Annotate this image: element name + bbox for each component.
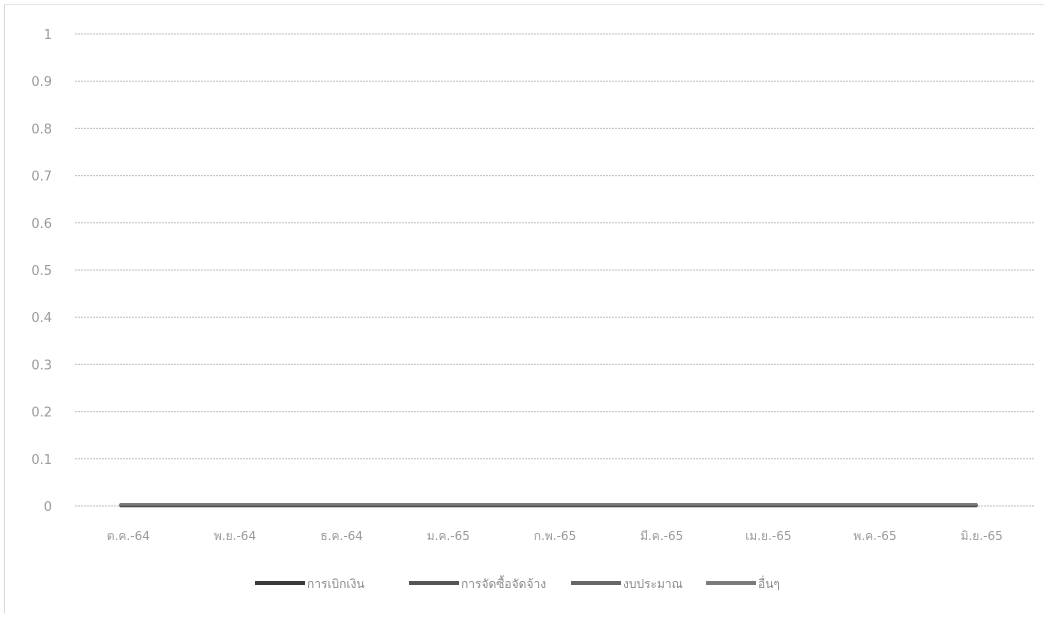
y-tick-label: 0.7	[31, 170, 52, 185]
y-tick-label: 1	[44, 28, 52, 43]
y-tick-label: 0	[44, 500, 52, 515]
data-point	[447, 503, 450, 506]
x-tick-label: เม.ย.-65	[745, 529, 791, 543]
y-tick-label: 0.2	[31, 406, 52, 421]
data-point	[119, 503, 121, 506]
y-tick-label: 0.4	[31, 311, 52, 326]
data-point	[874, 503, 876, 506]
y-tick-label: 0.8	[31, 122, 52, 137]
data-point	[976, 503, 978, 506]
legend-item: การจัดซื้อจัดจ้าง	[409, 575, 546, 591]
x-tick-label: มี.ค.-65	[640, 529, 683, 543]
legend-label: การจัดซื้อจัดจ้าง	[461, 575, 546, 591]
legend-label: การเบิกเงิน	[307, 577, 365, 591]
x-tick-label: ม.ค.-65	[427, 529, 470, 543]
legend-item: อื่นๆ	[706, 575, 780, 591]
y-tick-label: 0.5	[31, 264, 52, 279]
y-axis-ticks: 0 0.1 0.2 0.3 0.4 0.5 0.6 0.7 0.8 0.9 1	[31, 28, 52, 515]
data-point	[660, 503, 663, 506]
series-lines	[119, 503, 978, 508]
gridlines	[75, 33, 1035, 507]
data-point	[767, 503, 770, 506]
x-tick-label: พ.ค.-65	[853, 529, 896, 543]
y-tick-label: 0.9	[31, 75, 52, 90]
y-tick-label: 0.3	[31, 358, 52, 373]
y-tick-label: 0.1	[31, 453, 52, 468]
legend-label: อื่นๆ	[758, 575, 780, 591]
x-axis-ticks: ต.ค.-64 พ.ย.-64 ธ.ค.-64 ม.ค.-65 ก.พ.-65 มี.ค.…	[107, 529, 1003, 543]
x-tick-label: ต.ค.-64	[107, 529, 150, 543]
x-tick-label: พ.ย.-64	[214, 529, 256, 543]
x-tick-label: ธ.ค.-64	[320, 529, 363, 543]
data-point	[234, 503, 236, 506]
legend-item: การเบิกเงิน	[255, 577, 365, 591]
x-tick-label: มิ.ย.-65	[961, 529, 1003, 543]
legend: การเบิกเงิน การจัดซื้อจัดจ้าง งบประมาณ อื่น…	[255, 575, 780, 591]
legend-label: งบประมาณ	[623, 577, 683, 591]
x-tick-label: ก.พ.-65	[534, 529, 576, 543]
chart-frame	[4, 4, 1044, 614]
data-point	[340, 503, 343, 506]
legend-item: งบประมาณ	[571, 577, 683, 591]
data-point	[554, 503, 556, 506]
y-tick-label: 0.6	[31, 217, 52, 232]
